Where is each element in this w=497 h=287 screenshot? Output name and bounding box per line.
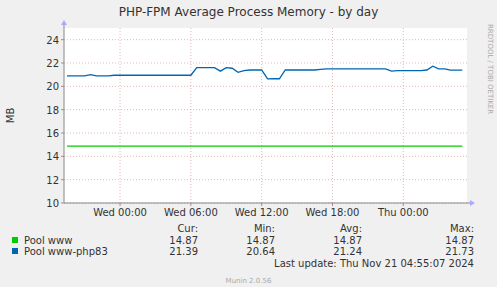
grid-line [64, 156, 467, 157]
grid-line [261, 28, 262, 203]
legend-swatch [12, 248, 18, 254]
grid-line [64, 179, 467, 180]
tick-label: Wed 06:00 [164, 207, 218, 218]
tick-label: 14 [46, 151, 59, 162]
grid-line [64, 63, 467, 64]
legend-header: Min: [254, 223, 275, 234]
legend-value: 20.64 [246, 246, 275, 257]
legend-value: 14.87 [246, 235, 275, 246]
footer: Munin 2.0.56 [226, 277, 272, 285]
legend-swatch [12, 237, 18, 243]
background [0, 0, 497, 287]
axis-arrow [61, 20, 67, 25]
legend-value: 14.87 [333, 235, 362, 246]
plot-area [64, 28, 467, 203]
series-line [67, 66, 462, 79]
tick-label: Thu 00:00 [377, 207, 429, 218]
tick-label: 22 [46, 58, 59, 69]
y-axis [64, 24, 65, 203]
grid-line [403, 28, 404, 203]
tick-label: 10 [46, 198, 59, 209]
tick-label: 24 [46, 35, 59, 46]
x-axis [64, 203, 471, 204]
grid-line [64, 109, 467, 110]
tick-label: Wed 12:00 [235, 207, 289, 218]
tick-label: Wed 00:00 [93, 207, 147, 218]
legend-value: 21.39 [169, 246, 198, 257]
legend-header: Avg: [340, 223, 362, 234]
last-update: Last update: Thu Nov 21 04:55:07 2024 [274, 258, 474, 269]
legend-value: 21.24 [333, 246, 362, 257]
grid-line [64, 86, 467, 87]
title: PHP-FPM Average Process Memory - by day [119, 5, 379, 19]
series-group [67, 66, 462, 146]
legend-label: Pool www-php83 [24, 246, 108, 257]
tick-label: 18 [46, 105, 59, 116]
series-line [67, 146, 462, 147]
side-text: RRDTOOL / TOBI OETIKER [486, 24, 494, 114]
tick-label: 20 [46, 81, 59, 92]
legend-value: 14.87 [169, 235, 198, 246]
legend-value: 21.73 [445, 246, 474, 257]
tick-label: 16 [46, 128, 59, 139]
legend-value: 14.87 [445, 235, 474, 246]
grid-line [120, 28, 121, 203]
grid-line [64, 133, 467, 134]
legend-header: Max: [450, 223, 474, 234]
axis-label: MB [5, 108, 16, 124]
tick-label: 12 [46, 175, 59, 186]
legend-label: Pool www [24, 235, 72, 246]
grid-line [64, 39, 467, 40]
axis-arrow [470, 200, 475, 206]
tick-label: Wed 18:00 [306, 207, 360, 218]
grid-line [190, 28, 191, 203]
chart: PHP-FPM Average Process Memory - by day 1… [0, 0, 497, 287]
grid-line [332, 28, 333, 203]
legend-header: Cur: [177, 223, 198, 234]
